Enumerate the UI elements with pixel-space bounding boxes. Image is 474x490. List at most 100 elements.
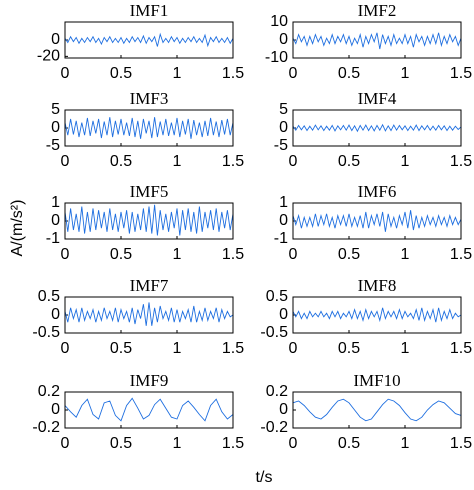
axes-box bbox=[292, 391, 462, 429]
x-tick-label: 0.5 bbox=[338, 435, 360, 452]
x-tick-label: 1 bbox=[401, 153, 410, 170]
y-tick-label: 0 bbox=[279, 212, 288, 229]
x-tick-label: 0 bbox=[289, 340, 298, 357]
x-tick-label: 0.5 bbox=[338, 246, 360, 263]
x-tick-label: 1 bbox=[173, 340, 182, 357]
y-tick-label: 0 bbox=[51, 401, 60, 418]
y-tick-label: 0 bbox=[51, 306, 60, 323]
x-tick-label: 0.5 bbox=[110, 246, 132, 263]
y-tick-label: -5 bbox=[274, 137, 288, 154]
x-tick-label: 0 bbox=[289, 65, 298, 82]
x-tick-label: 1.5 bbox=[222, 340, 244, 357]
x-tick-label: 1 bbox=[173, 435, 182, 452]
y-tick-label: 0 bbox=[279, 31, 288, 48]
subplot-title: IMF5 bbox=[130, 182, 169, 201]
x-tick-label: 1.5 bbox=[450, 246, 472, 263]
x-tick-label: 1 bbox=[401, 435, 410, 452]
axes-box bbox=[64, 296, 234, 334]
x-tick-label: 1.5 bbox=[222, 246, 244, 263]
signal-line bbox=[292, 398, 462, 422]
signal-line bbox=[64, 32, 234, 48]
x-tick-label: 1.5 bbox=[450, 153, 472, 170]
x-tick-label: 0.5 bbox=[110, 340, 132, 357]
axes-box bbox=[292, 21, 462, 59]
subplot-title: IMF4 bbox=[358, 89, 397, 108]
y-tick-label: 5 bbox=[51, 101, 60, 118]
x-tick-label: 1.5 bbox=[450, 340, 472, 357]
x-tick-label: 0.5 bbox=[110, 435, 132, 452]
subplot-title: IMF1 bbox=[130, 1, 169, 20]
y-tick-label: 5 bbox=[279, 101, 288, 118]
x-tick-label: 1 bbox=[401, 246, 410, 263]
y-tick-label: -20 bbox=[37, 48, 60, 65]
y-tick-label: 0 bbox=[279, 119, 288, 136]
axes-box bbox=[64, 109, 234, 147]
signal-line bbox=[64, 204, 234, 236]
x-tick-label: 1 bbox=[401, 65, 410, 82]
y-tick-label: 0 bbox=[279, 401, 288, 418]
y-axis-label: A/(m/s²) bbox=[9, 200, 26, 257]
subplot-title: IMF8 bbox=[358, 276, 397, 295]
axes-box bbox=[292, 296, 462, 334]
x-tick-label: 0 bbox=[61, 435, 70, 452]
axes-box bbox=[64, 391, 234, 429]
y-tick-label: 0.2 bbox=[266, 383, 288, 400]
y-tick-label: -0.5 bbox=[260, 324, 288, 341]
subplot-title: IMF7 bbox=[130, 276, 169, 295]
signal-line bbox=[292, 210, 462, 232]
x-tick-label: 1 bbox=[173, 65, 182, 82]
y-tick-label: 0 bbox=[51, 31, 60, 48]
y-tick-label: -1 bbox=[274, 230, 288, 247]
x-tick-label: 0 bbox=[289, 435, 298, 452]
subplot-title: IMF3 bbox=[130, 89, 169, 108]
y-tick-label: -5 bbox=[46, 137, 60, 154]
y-tick-label: 1 bbox=[279, 194, 288, 211]
axes-box bbox=[292, 109, 462, 147]
axes-box bbox=[292, 202, 462, 240]
y-tick-label: -0.2 bbox=[32, 419, 60, 436]
y-tick-label: 0 bbox=[51, 212, 60, 229]
x-tick-label: 0.5 bbox=[110, 153, 132, 170]
signal-line bbox=[292, 307, 462, 323]
y-tick-label: 0.2 bbox=[38, 383, 60, 400]
x-tick-label: 0.5 bbox=[338, 65, 360, 82]
x-tick-label: 0 bbox=[61, 65, 70, 82]
signal-line bbox=[64, 117, 234, 139]
signal-line bbox=[292, 123, 462, 133]
x-tick-label: 1.5 bbox=[222, 153, 244, 170]
y-tick-label: 0 bbox=[279, 306, 288, 323]
y-tick-label: -0.5 bbox=[32, 324, 60, 341]
x-tick-label: 0 bbox=[289, 246, 298, 263]
x-tick-label: 1 bbox=[401, 340, 410, 357]
subplot-title: IMF2 bbox=[358, 1, 397, 20]
y-tick-label: -10 bbox=[265, 49, 288, 66]
x-tick-label: 1.5 bbox=[450, 435, 472, 452]
y-tick-label: 0 bbox=[51, 119, 60, 136]
y-tick-label: 10 bbox=[270, 13, 288, 30]
x-tick-label: 0 bbox=[289, 153, 298, 170]
y-tick-label: 0.5 bbox=[38, 288, 60, 305]
y-tick-label: 1 bbox=[51, 194, 60, 211]
x-tick-label: 1.5 bbox=[222, 435, 244, 452]
y-tick-label: 0.5 bbox=[266, 288, 288, 305]
signal-line bbox=[64, 302, 234, 326]
x-tick-label: 0 bbox=[61, 340, 70, 357]
x-tick-label: 1 bbox=[173, 153, 182, 170]
axes-box bbox=[64, 21, 234, 59]
x-axis-label: t/s bbox=[256, 469, 273, 486]
x-tick-label: 1.5 bbox=[450, 65, 472, 82]
signal-line bbox=[64, 397, 234, 422]
subplot-title: IMF9 bbox=[130, 371, 169, 390]
axes-box bbox=[64, 202, 234, 240]
signal-line bbox=[292, 32, 462, 50]
x-tick-label: 0.5 bbox=[110, 65, 132, 82]
subplot-title: IMF10 bbox=[353, 371, 400, 390]
y-tick-label: -0.2 bbox=[260, 419, 288, 436]
y-tick-label: -1 bbox=[46, 230, 60, 247]
x-tick-label: 0 bbox=[61, 246, 70, 263]
x-tick-label: 1.5 bbox=[222, 65, 244, 82]
x-tick-label: 0.5 bbox=[338, 153, 360, 170]
x-tick-label: 1 bbox=[173, 246, 182, 263]
subplot-title: IMF6 bbox=[358, 182, 397, 201]
